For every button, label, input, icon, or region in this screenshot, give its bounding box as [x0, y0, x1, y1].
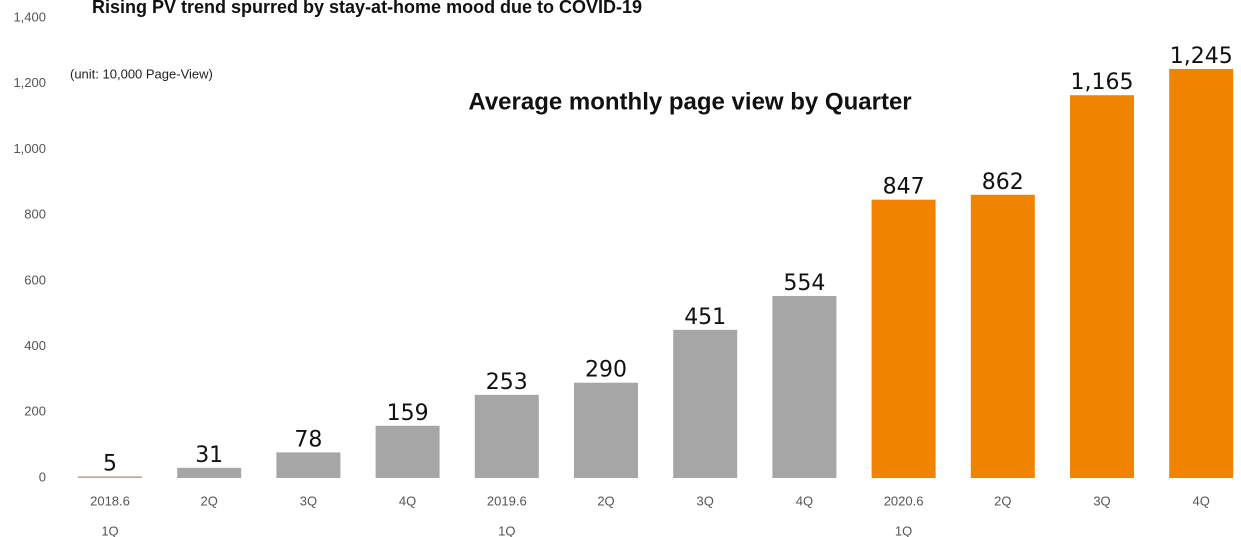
data-label: 159: [387, 401, 429, 426]
data-label: 1,165: [1071, 70, 1134, 95]
x-tick-label: 3Q: [697, 493, 714, 508]
unit-note: (unit: 10,000 Page-View): [70, 66, 213, 81]
x-tick-label: 1Q: [101, 523, 118, 537]
x-tick-label: 3Q: [1093, 493, 1110, 508]
x-tick-label: 1Q: [895, 523, 912, 537]
x-tick-label: 1Q: [498, 523, 515, 537]
x-tick-label: 2Q: [597, 493, 614, 508]
x-tick-label: 2019.6: [487, 493, 527, 508]
bar: [375, 425, 440, 478]
x-tick-label: 2Q: [201, 493, 218, 508]
data-label: 451: [684, 305, 726, 330]
bar: [871, 199, 936, 478]
bar: [1169, 68, 1234, 478]
chart-subtitle: Average monthly page view by Quarter: [468, 88, 911, 115]
x-tick-label: 3Q: [300, 493, 317, 508]
bar: [673, 329, 738, 478]
y-tick-label: 400: [24, 338, 46, 353]
x-tick-label: 4Q: [1193, 493, 1210, 508]
y-tick-label: 0: [39, 469, 46, 484]
y-tick-label: 1,400: [13, 9, 46, 24]
bar: [177, 467, 242, 478]
y-tick-label: 800: [24, 207, 46, 222]
bar: [574, 382, 638, 478]
y-tick-label: 1,200: [13, 75, 46, 90]
chart-title: Rising PV trend spurred by stay-at-home …: [92, 0, 642, 17]
data-label: 1,245: [1170, 44, 1233, 69]
bar: [1070, 95, 1134, 478]
x-tick-label: 2020.6: [884, 493, 924, 508]
bar: [474, 394, 539, 478]
x-tick-label: 2018.6: [90, 493, 130, 508]
x-tick-label: 4Q: [796, 493, 813, 508]
y-tick-label: 600: [24, 272, 46, 287]
data-label: 862: [982, 170, 1024, 195]
x-tick-label: 2Q: [994, 493, 1011, 508]
y-tick-label: 1,000: [13, 141, 46, 156]
bar: [970, 194, 1035, 478]
data-label: 847: [883, 175, 925, 200]
bar: [276, 452, 341, 478]
data-label: 5: [103, 451, 117, 476]
data-label: 253: [486, 370, 528, 395]
bar: [772, 295, 837, 478]
data-label: 31: [195, 443, 223, 468]
data-label: 78: [294, 427, 322, 452]
y-tick-label: 200: [24, 404, 46, 419]
data-label: 290: [585, 358, 627, 383]
data-label: 554: [783, 271, 825, 296]
x-tick-label: 4Q: [399, 493, 416, 508]
bar: [78, 476, 142, 478]
